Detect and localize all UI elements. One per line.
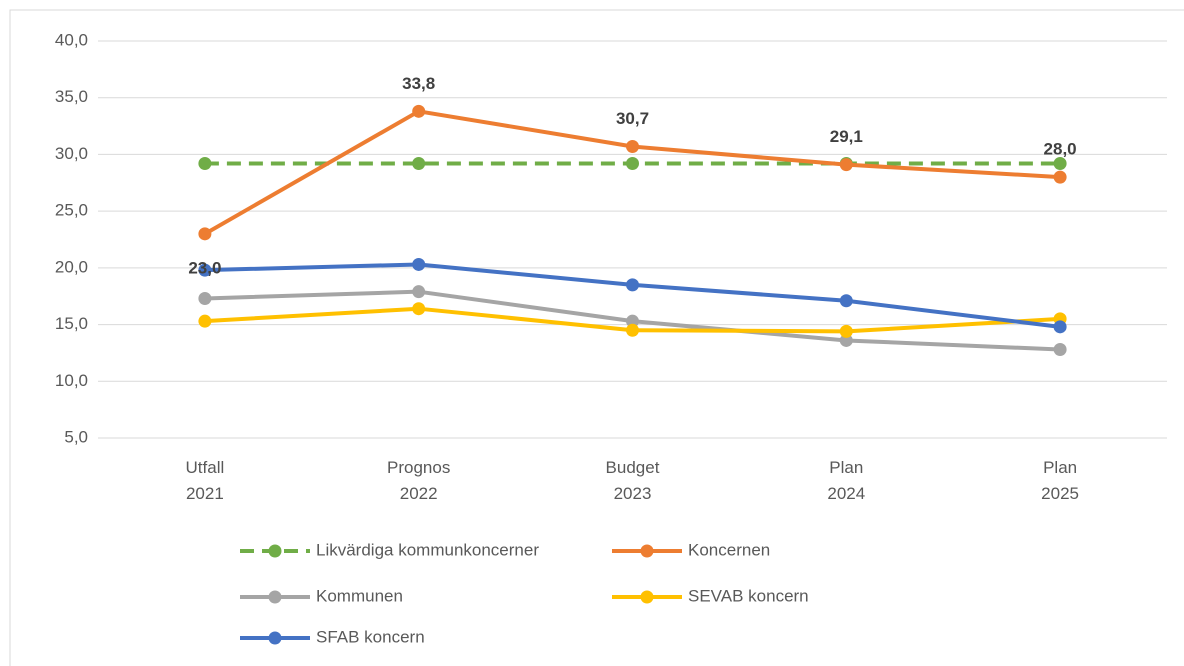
marker	[412, 285, 426, 299]
x-tick-label: Plan 2025	[1041, 458, 1079, 503]
data-label: 30,7	[616, 109, 649, 128]
y-tick-label: 20,0	[55, 257, 88, 276]
marker	[412, 104, 426, 118]
y-tick-label: 25,0	[55, 201, 88, 220]
data-label: 29,1	[830, 127, 863, 146]
x-tick-label: Plan 2024	[827, 458, 866, 503]
data-label: 23,0	[188, 258, 221, 277]
marker	[626, 278, 639, 292]
x-tick-label: Prognos 2022	[387, 458, 451, 503]
y-tick-label: 35,0	[55, 87, 88, 106]
marker	[198, 227, 212, 241]
marker	[626, 157, 639, 171]
marker	[198, 291, 212, 305]
y-tick-label: 40,0	[55, 30, 88, 49]
marker	[198, 314, 212, 328]
y-tick-label: 15,0	[55, 314, 88, 333]
data-label: 33,8	[402, 74, 435, 93]
marker	[626, 314, 639, 328]
marker	[1053, 320, 1067, 334]
marker	[626, 139, 639, 153]
marker	[412, 257, 426, 271]
data-label: 28,0	[1044, 140, 1077, 159]
x-tick-label: Utfall 2021	[185, 458, 225, 503]
x-tick-label: Budget 2023	[605, 458, 660, 503]
marker	[839, 333, 853, 347]
marker	[1053, 343, 1067, 357]
marker	[839, 294, 853, 308]
marker	[1053, 157, 1067, 171]
y-tick-label: 5,0	[64, 427, 88, 446]
marker	[839, 324, 853, 338]
marker	[626, 323, 639, 337]
marker	[412, 302, 426, 316]
marker	[198, 263, 212, 277]
legend-marker	[640, 590, 654, 604]
legend-label: SFAB koncern	[316, 627, 425, 646]
legend-label: SEVAB koncern	[688, 586, 809, 605]
chart-border	[9, 9, 1184, 666]
legend-label: Likvärdiga kommunkoncerner	[316, 540, 539, 559]
legend-marker	[268, 590, 282, 604]
y-tick-label: 10,0	[55, 371, 88, 390]
legend-label: Kommunen	[316, 586, 403, 605]
legend-marker	[640, 544, 654, 558]
legend-marker	[268, 631, 282, 645]
series-line	[203, 109, 1061, 236]
legend-label: Koncernen	[688, 540, 770, 559]
marker	[839, 158, 853, 172]
marker	[1053, 170, 1067, 184]
legend-marker	[268, 544, 282, 558]
marker	[412, 157, 426, 171]
marker	[198, 157, 212, 171]
y-tick-label: 30,0	[55, 144, 88, 163]
